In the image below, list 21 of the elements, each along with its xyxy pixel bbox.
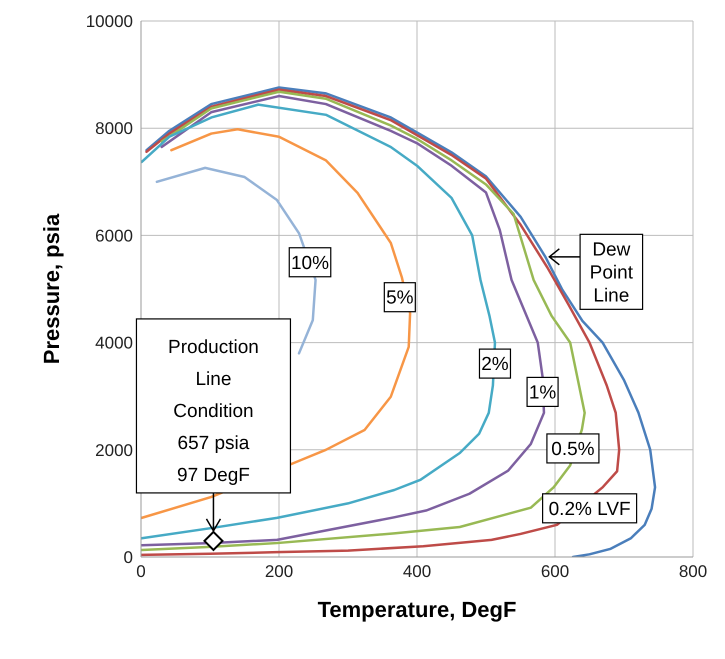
series-label: 10% (290, 252, 330, 274)
series-label: 0.5% (551, 438, 595, 460)
y-tick-label: 10000 (86, 12, 133, 32)
y-tick-label: 2000 (95, 440, 133, 460)
y-tick-label: 4000 (95, 334, 133, 353)
y-axis-title: Pressure, psia (38, 213, 64, 364)
x-tick-label: 200 (264, 562, 294, 582)
series-label: 1% (528, 382, 556, 404)
y-tick-label: 6000 (95, 226, 133, 246)
x-tick-label: 0 (136, 562, 146, 582)
annotation: Production Line Condition 657 psia 97 DegF (168, 336, 259, 486)
series-label: 2% (481, 354, 509, 376)
series-label: 0.2% LVF (548, 498, 631, 520)
y-tick-label: 8000 (95, 119, 133, 138)
x-tick-label: 400 (402, 562, 432, 582)
x-tick-label: 800 (678, 562, 708, 582)
y-tick-label: 0 (124, 548, 133, 568)
series-label: Dew Point Line (590, 239, 634, 306)
x-tick-label: 600 (540, 562, 570, 582)
series-label: 5% (386, 288, 414, 309)
x-axis-title: Temperature, DegF (318, 597, 516, 622)
